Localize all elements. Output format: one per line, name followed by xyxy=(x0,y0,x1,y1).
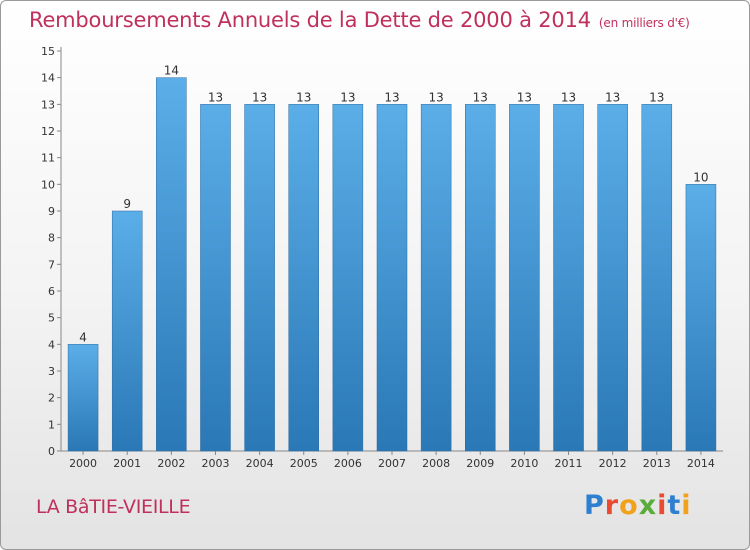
x-tick-label: 2003 xyxy=(201,457,229,470)
y-tick-label: 7 xyxy=(48,258,55,271)
y-tick-label: 6 xyxy=(48,285,55,298)
bar-value-label: 13 xyxy=(252,90,267,104)
bar xyxy=(376,104,408,452)
bar-value-label: 14 xyxy=(164,64,179,78)
y-tick-label: 11 xyxy=(41,152,55,165)
bar xyxy=(553,104,584,452)
x-tick-label: 2010 xyxy=(510,457,538,470)
y-tick-label: 13 xyxy=(41,98,55,111)
y-tick-label: 3 xyxy=(48,365,55,378)
bar-value-label: 10 xyxy=(693,170,708,184)
x-tick-label: 2004 xyxy=(246,457,274,470)
bar-value-label: 13 xyxy=(561,90,576,104)
proxiti-logo[interactable]: Proxiti xyxy=(584,490,692,521)
x-tick-label: 2002 xyxy=(157,457,185,470)
bar-layer xyxy=(67,77,717,452)
x-tick-label: 2011 xyxy=(555,457,583,470)
x-tick-label: 2007 xyxy=(378,457,406,470)
x-tick-label: 2014 xyxy=(687,457,715,470)
y-tick-label: 2 xyxy=(48,392,55,405)
x-tick-label: 2000 xyxy=(69,457,97,470)
x-tick-label: 2013 xyxy=(643,457,671,470)
logo-letter: x xyxy=(638,490,658,521)
y-tick-label: 5 xyxy=(48,312,55,325)
x-tick-label: 2008 xyxy=(422,457,450,470)
bar-value-label: 13 xyxy=(473,90,488,104)
place-name: LA BâTIE-VIEILLE xyxy=(36,496,191,518)
logo-letter: P xyxy=(584,490,605,521)
bar-value-label: 13 xyxy=(340,90,355,104)
x-tick-label: 2009 xyxy=(466,457,494,470)
bar xyxy=(332,104,364,452)
bar xyxy=(465,104,496,452)
x-tick-label: 2005 xyxy=(290,457,318,470)
bar-value-label: 13 xyxy=(517,90,532,104)
bar xyxy=(244,104,275,452)
label-layer: 4 9 14 13 13 13 13 13 13 13 13 13 13 13 10 xyxy=(79,64,708,345)
y-tick-label: 8 xyxy=(48,232,55,245)
logo-letter: t xyxy=(667,490,682,521)
y-tick-label: 10 xyxy=(41,178,55,191)
y-tick-label: 4 xyxy=(48,338,55,351)
bar xyxy=(156,77,187,452)
bar xyxy=(420,104,452,452)
bar xyxy=(685,184,717,452)
x-tick-label: 2012 xyxy=(599,457,627,470)
y-tick-label: 0 xyxy=(48,445,55,458)
y-tick-label: 1 xyxy=(48,418,55,431)
y-tick-label: 9 xyxy=(48,205,55,218)
bar xyxy=(111,210,143,452)
bar-value-label: 13 xyxy=(296,90,311,104)
x-tick-label: 2001 xyxy=(113,457,141,470)
x-tick-label: 2006 xyxy=(334,457,362,470)
logo-letter: o xyxy=(619,490,639,521)
logo-letter: i xyxy=(657,490,668,521)
bar xyxy=(641,104,673,452)
chart-title-text: Remboursements Annuels de la Dette de 20… xyxy=(29,8,591,32)
bar-value-label: 13 xyxy=(428,90,443,104)
bar xyxy=(509,104,540,452)
bar xyxy=(288,104,319,452)
bar-value-label: 13 xyxy=(605,90,620,104)
bar-value-label: 4 xyxy=(79,330,87,344)
bar-value-label: 13 xyxy=(649,90,664,104)
bar-value-label: 9 xyxy=(123,197,131,211)
logo-letter: i xyxy=(681,490,692,521)
bar-value-label: 13 xyxy=(208,90,223,104)
y-tick-label: 15 xyxy=(41,45,55,58)
bar xyxy=(67,344,99,452)
bar xyxy=(597,104,628,452)
chart-title: Remboursements Annuels de la Dette de 20… xyxy=(29,8,690,32)
bar xyxy=(200,104,231,452)
logo-letter: r xyxy=(604,490,620,521)
bar-value-label: 13 xyxy=(384,90,399,104)
chart-unit: (en milliers d'€) xyxy=(598,16,690,30)
y-tick-label: 12 xyxy=(41,125,55,138)
y-tick-label: 14 xyxy=(41,72,55,85)
